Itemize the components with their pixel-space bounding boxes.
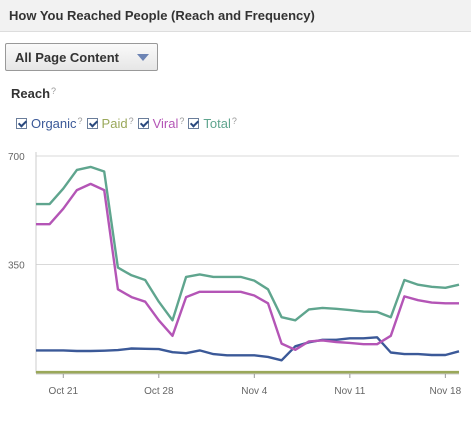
x-tick-label: Nov 4 <box>241 386 268 397</box>
legend-item-paid[interactable]: Paid? <box>86 116 134 131</box>
legend-label: Organic <box>31 116 77 131</box>
content-filter-label: All Page Content <box>15 50 120 65</box>
checkbox-organic[interactable] <box>16 118 27 129</box>
panel-header: How You Reached People (Reach and Freque… <box>0 0 471 32</box>
help-icon[interactable]: ? <box>128 116 134 126</box>
help-icon[interactable]: ? <box>179 116 185 126</box>
series-line-total <box>36 165 460 322</box>
x-tick-label: Nov 11 <box>334 386 365 397</box>
legend-label: Paid <box>101 116 128 131</box>
legend-item-organic[interactable]: Organic? <box>16 116 83 131</box>
reach-heading-label: Reach <box>11 86 51 101</box>
y-tick-label: 350 <box>8 261 25 272</box>
x-tick-label: Oct 21 <box>49 386 79 397</box>
series-line-organic <box>36 336 460 362</box>
legend-item-total[interactable]: Total? <box>188 116 237 131</box>
legend-label: Total <box>203 116 231 131</box>
help-icon[interactable]: ? <box>77 116 83 126</box>
x-tick-label: Nov 18 <box>430 386 462 397</box>
chart-legend: Organic? Paid? Viral? Total? <box>16 116 241 134</box>
reach-heading: Reach? <box>11 86 56 101</box>
legend-item-viral[interactable]: Viral? <box>137 116 185 131</box>
checkbox-paid[interactable] <box>86 118 98 129</box>
x-tick-label: Oct 28 <box>144 386 174 397</box>
y-tick-label: 700 <box>8 152 25 163</box>
series-line-viral <box>36 182 459 352</box>
help-icon[interactable]: ? <box>51 86 57 96</box>
checkbox-viral[interactable] <box>137 118 149 129</box>
panel-title: How You Reached People (Reach and Freque… <box>9 8 315 23</box>
legend-label: Viral <box>152 116 179 131</box>
reach-line-chart: 700 350 Oct 21 Oct 28 Nov 4 Nov 11 Nov 18 <box>8 152 462 397</box>
chevron-down-icon <box>137 54 149 61</box>
checkbox-total[interactable] <box>188 118 200 129</box>
help-icon[interactable]: ? <box>231 116 237 126</box>
content-filter-dropdown[interactable]: All Page Content <box>5 43 158 71</box>
